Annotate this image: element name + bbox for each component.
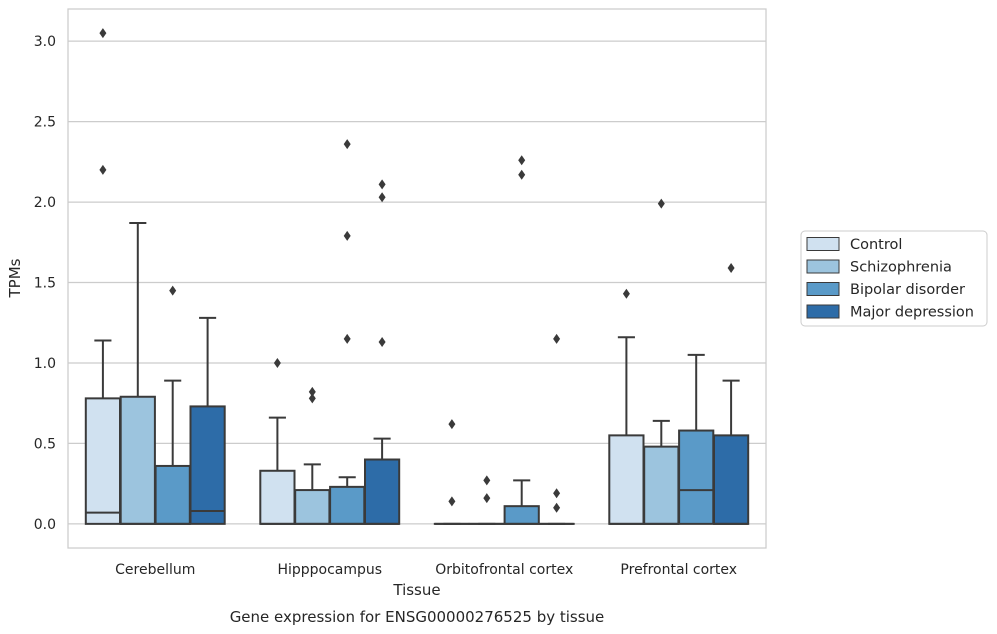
box-group <box>712 263 750 525</box>
outlier-point <box>343 139 351 150</box>
y-axis-ticks: 0.0 0.5 1.0 1.5 2.0 2.5 3.0 <box>34 34 56 533</box>
y-tick-label: 0.0 <box>34 517 56 533</box>
box-group <box>363 179 401 525</box>
box-iqr <box>294 489 331 525</box>
legend-swatch <box>806 237 840 251</box>
y-tick-label: 1.5 <box>34 276 56 292</box>
legend-label: Bipolar disorder <box>850 282 965 298</box>
legend-swatch <box>806 282 840 296</box>
box-iqr <box>329 485 366 525</box>
outlier-point <box>518 155 526 166</box>
box-group <box>678 353 715 525</box>
outlier-point <box>169 285 177 296</box>
box-iqr <box>643 445 680 525</box>
box-group <box>84 28 122 525</box>
outlier-point <box>343 230 351 241</box>
outlier-point <box>273 357 281 368</box>
outlier-point <box>622 288 630 299</box>
box-iqr <box>154 464 191 525</box>
box-group <box>259 357 296 525</box>
y-tick-label: 2.5 <box>34 115 56 131</box>
outlier-point <box>378 179 386 190</box>
x-tick-label: Orbitofrontal cortex <box>435 562 573 578</box>
x-tick-label: Hipppocampus <box>277 562 382 578</box>
box-group <box>154 285 191 525</box>
y-axis-label: TPMs <box>6 258 24 298</box>
outlier-point <box>308 386 316 397</box>
outlier-point <box>553 333 561 344</box>
outlier-point <box>99 164 107 175</box>
box-group <box>433 419 471 525</box>
outlier-point <box>483 475 491 486</box>
box-group <box>119 221 156 525</box>
legend: Control Schizophrenia Bipolar disorder Majo… <box>800 230 988 327</box>
x-axis-label: Tissue <box>392 581 440 599</box>
box-group <box>294 386 331 525</box>
y-tick-label: 0.5 <box>34 436 56 452</box>
legend-label: Major depression <box>850 305 974 321</box>
chart-caption: Gene expression for ENSG00000276525 by t… <box>230 608 605 626</box>
outlier-point <box>343 333 351 344</box>
box-group <box>608 288 645 525</box>
x-tick-label: Prefrontal cortex <box>620 562 737 578</box>
legend-label: Control <box>850 237 902 253</box>
outlier-point <box>378 337 386 348</box>
outlier-point <box>448 419 456 430</box>
box-iqr <box>712 434 750 525</box>
box-iqr <box>259 469 296 525</box>
box-iqr <box>678 429 715 525</box>
legend-swatch <box>806 304 840 319</box>
outlier-point <box>657 198 665 209</box>
legend-items: Control Schizophrenia Bipolar disorder Majo… <box>806 237 974 321</box>
box-group <box>538 333 575 525</box>
legend-swatch <box>806 259 840 274</box>
outlier-point <box>518 169 526 180</box>
outlier-point <box>448 496 456 507</box>
outlier-point <box>99 28 107 39</box>
legend-label: Schizophrenia <box>850 260 952 276</box>
boxes <box>84 28 750 525</box>
box-group <box>503 155 540 525</box>
box-group <box>468 475 505 525</box>
box-iqr <box>608 434 645 525</box>
x-axis-ticks: Cerebellum Hipppocampus Orbitofrontal cort… <box>115 562 737 578</box>
outlier-point <box>378 192 386 203</box>
outlier-point <box>727 263 735 274</box>
outlier-point <box>483 493 491 504</box>
box-iqr <box>84 397 122 525</box>
legend-frame <box>800 230 988 327</box>
box-iqr <box>503 505 540 525</box>
outlier-point <box>553 488 561 499</box>
box-iqr <box>119 395 156 525</box>
box-iqr <box>189 405 226 525</box>
outlier-point <box>553 502 561 513</box>
box-group <box>189 316 226 525</box>
box-group <box>643 198 680 525</box>
box-iqr <box>363 458 401 525</box>
outlier-point <box>308 393 316 404</box>
x-tick-label: Cerebellum <box>115 562 195 578</box>
y-tick-label: 2.0 <box>34 195 56 211</box>
y-tick-label: 1.0 <box>34 356 56 372</box>
y-tick-label: 3.0 <box>34 34 56 50</box>
plot-area-frame <box>67 8 767 549</box>
box-group <box>329 139 366 525</box>
